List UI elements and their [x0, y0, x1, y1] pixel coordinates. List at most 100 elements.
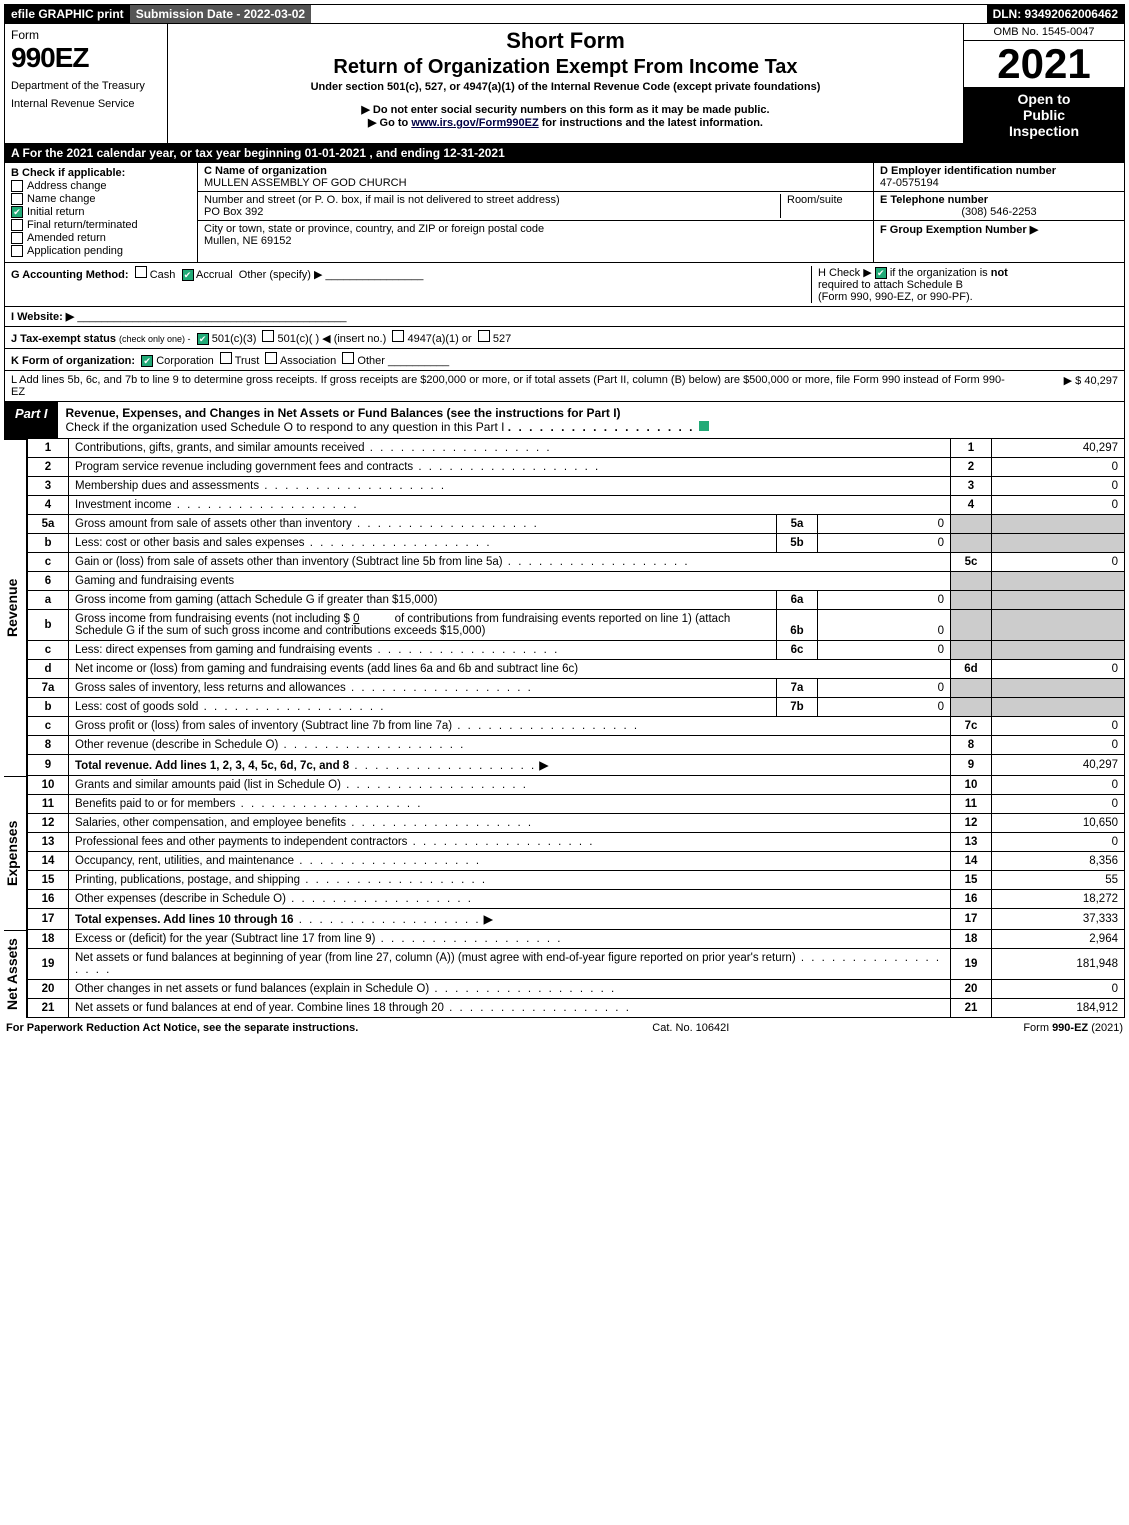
rn20: 20	[951, 980, 992, 999]
chk-initial[interactable]: ✔	[11, 206, 23, 218]
v16: 18,272	[992, 890, 1125, 909]
t5c: Gain or (loss) from sale of assets other…	[69, 553, 951, 572]
v10: 0	[992, 776, 1125, 795]
t20: Other changes in net assets or fund bala…	[69, 980, 951, 999]
v11: 0	[992, 795, 1125, 814]
chk-final[interactable]	[11, 219, 23, 231]
k-label: K Form of organization:	[11, 355, 135, 367]
city-value: Mullen, NE 69152	[204, 235, 867, 247]
chk-cash[interactable]	[135, 266, 147, 278]
chk-assoc[interactable]	[265, 352, 277, 364]
submission-date: Submission Date - 2022-03-02	[130, 5, 311, 23]
chk-name[interactable]	[11, 193, 23, 205]
sh6a	[951, 591, 992, 610]
t11: Benefits paid to or for members	[69, 795, 951, 814]
t6b: Gross income from fundraising events (no…	[69, 610, 777, 640]
dln-label: DLN: 93492062006462	[987, 5, 1124, 23]
t9: Total revenue. Add lines 1, 2, 3, 4, 5c,…	[69, 755, 951, 776]
section-gihjkl: G Accounting Method: Cash ✔ Accrual Othe…	[4, 263, 1125, 402]
in6b: 6b	[777, 610, 818, 640]
form-code: 990EZ	[11, 42, 161, 74]
t6d: Net income or (loss) from gaming and fun…	[69, 660, 951, 679]
t21: Net assets or fund balances at end of ye…	[69, 999, 951, 1018]
t17: Total expenses. Add lines 10 through 16 …	[69, 909, 951, 930]
top-bar: efile GRAPHIC print Submission Date - 20…	[4, 4, 1125, 24]
rn17: 17	[951, 909, 992, 930]
footer-right-post: (2021)	[1088, 1022, 1123, 1034]
t18: Excess or (deficit) for the year (Subtra…	[69, 930, 951, 949]
t3: Membership dues and assessments	[69, 477, 951, 496]
chk-accrual[interactable]: ✔	[182, 269, 194, 281]
chk-trust[interactable]	[220, 352, 232, 364]
t7b: Less: cost of goods sold	[69, 698, 777, 716]
f-label: F Group Exemption Number ▶	[880, 224, 1038, 236]
chk-other[interactable]	[342, 352, 354, 364]
shv6b	[992, 610, 1125, 641]
return-title: Return of Organization Exempt From Incom…	[178, 56, 953, 79]
shv6	[992, 572, 1125, 591]
v17: 37,333	[992, 909, 1125, 930]
rn19: 19	[951, 949, 992, 980]
k-assoc: Association	[280, 355, 336, 367]
v8: 0	[992, 736, 1125, 755]
j-4947: 4947(a)(1) or	[407, 333, 471, 345]
t1: Contributions, gifts, grants, and simila…	[69, 439, 951, 458]
side-revenue: Revenue	[4, 439, 27, 776]
chk-amended[interactable]	[11, 232, 23, 244]
h-pre: H Check ▶	[818, 267, 875, 279]
n7b: b	[28, 698, 69, 717]
rn15: 15	[951, 871, 992, 890]
t12: Salaries, other compensation, and employ…	[69, 814, 951, 833]
t9b: Total revenue. Add lines 1, 2, 3, 4, 5c,…	[75, 760, 349, 772]
t13: Professional fees and other payments to …	[69, 833, 951, 852]
n14: 14	[28, 852, 69, 871]
rn7c: 7c	[951, 717, 992, 736]
open-line3: Inspection	[966, 123, 1122, 139]
chk-h[interactable]: ✔	[875, 267, 887, 279]
irs-link[interactable]: www.irs.gov/Form990EZ	[411, 117, 538, 129]
goto-pre: ▶ Go to	[368, 117, 411, 129]
n1: 1	[28, 439, 69, 458]
n10: 10	[28, 776, 69, 795]
page-footer: For Paperwork Reduction Act Notice, see …	[4, 1018, 1125, 1038]
t7a: Gross sales of inventory, less returns a…	[69, 679, 777, 697]
v14: 8,356	[992, 852, 1125, 871]
part-i-sub: Check if the organization used Schedule …	[66, 420, 505, 434]
n9: 9	[28, 755, 69, 776]
sh6b	[951, 610, 992, 641]
shv7b	[992, 698, 1125, 717]
chk-corp[interactable]: ✔	[141, 355, 153, 367]
chk-501c3[interactable]: ✔	[197, 333, 209, 345]
rn18: 18	[951, 930, 992, 949]
n4: 4	[28, 496, 69, 515]
sh7a	[951, 679, 992, 698]
shv7a	[992, 679, 1125, 698]
chk-address[interactable]	[11, 180, 23, 192]
dept-irs: Internal Revenue Service	[11, 98, 161, 110]
chk-501c[interactable]	[262, 330, 274, 342]
rn8: 8	[951, 736, 992, 755]
footer-center: Cat. No. 10642I	[652, 1022, 729, 1034]
v18: 2,964	[992, 930, 1125, 949]
ein-value: 47-0575194	[880, 177, 1118, 189]
c-label: C Name of organization	[204, 165, 867, 177]
chk-pending[interactable]	[11, 245, 23, 257]
n18: 18	[28, 930, 69, 949]
rn1: 1	[951, 439, 992, 458]
t4: Investment income	[69, 496, 951, 515]
v12: 10,650	[992, 814, 1125, 833]
in5a: 5a	[777, 515, 818, 533]
t2: Program service revenue including govern…	[69, 458, 951, 477]
rn2: 2	[951, 458, 992, 477]
rn21: 21	[951, 999, 992, 1018]
v3: 0	[992, 477, 1125, 496]
iv6c: 0	[818, 641, 951, 659]
chk-527[interactable]	[478, 330, 490, 342]
k-corp: Corporation	[156, 355, 213, 367]
chk-4947[interactable]	[392, 330, 404, 342]
n5b: b	[28, 534, 69, 553]
g-cash: Cash	[150, 269, 176, 281]
n7a: 7a	[28, 679, 69, 698]
n5c: c	[28, 553, 69, 572]
h-post: if the organization is	[887, 267, 991, 279]
